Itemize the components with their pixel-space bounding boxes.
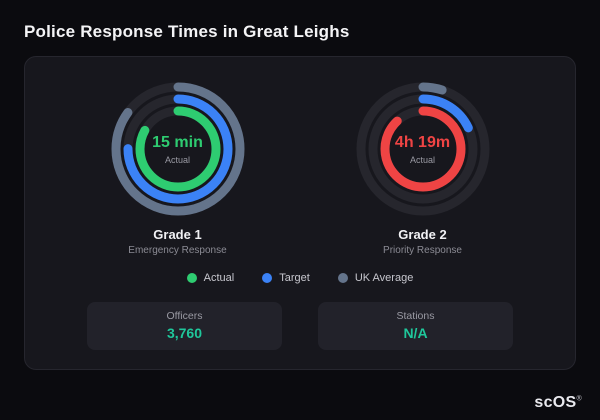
gauges-row: 15 min Actual Grade 1 Emergency Response… (25, 73, 575, 256)
page-title: Police Response Times in Great Leighs (24, 22, 350, 41)
scos-logo-text: scOS (534, 394, 577, 411)
gauge-grade-1-title: Grade 1 (153, 227, 202, 242)
legend-item-target[interactable]: Target (262, 272, 310, 284)
scos-logo: scOS® (534, 394, 582, 412)
legend-item-actual[interactable]: Actual (186, 272, 235, 284)
gauge-grade-2: 4h 19m Actual Grade 2 Priority Response (313, 79, 533, 256)
legend-label-uk-average: UK Average (354, 272, 414, 284)
chart-legend: Actual Target UK Average (25, 272, 575, 284)
gauge-grade-2-subtitle: Priority Response (383, 245, 462, 256)
page-header: Police Response Times in Great Leighs (0, 0, 600, 56)
gauge-grade-2-chart: 4h 19m Actual (353, 79, 493, 219)
stat-officers: Officers 3,760 (87, 302, 282, 350)
stat-stations-value: N/A (403, 325, 428, 341)
legend-label-actual: Actual (203, 272, 235, 284)
legend-label-target: Target (279, 272, 310, 284)
gauge-grade-1-subtitle: Emergency Response (128, 245, 227, 256)
stat-officers-value: 3,760 (166, 325, 203, 341)
target-swatch-icon (262, 273, 273, 283)
actual-swatch-icon (186, 273, 197, 283)
registered-trademark-icon: ® (576, 395, 582, 403)
stat-stations-label: Stations (396, 310, 435, 322)
gauge-grade-2-title: Grade 2 (398, 227, 447, 242)
response-times-card: 15 min Actual Grade 1 Emergency Response… (24, 56, 576, 370)
legend-item-uk-average[interactable]: UK Average (337, 272, 414, 284)
stats-row: Officers 3,760 Stations N/A (25, 302, 575, 350)
stat-stations: Stations N/A (318, 302, 513, 350)
stat-officers-label: Officers (166, 310, 203, 322)
gauge-grade-1: 15 min Actual Grade 1 Emergency Response (68, 79, 288, 256)
uk-average-swatch-icon (337, 273, 348, 283)
gauge-grade-1-chart: 15 min Actual (108, 79, 248, 219)
